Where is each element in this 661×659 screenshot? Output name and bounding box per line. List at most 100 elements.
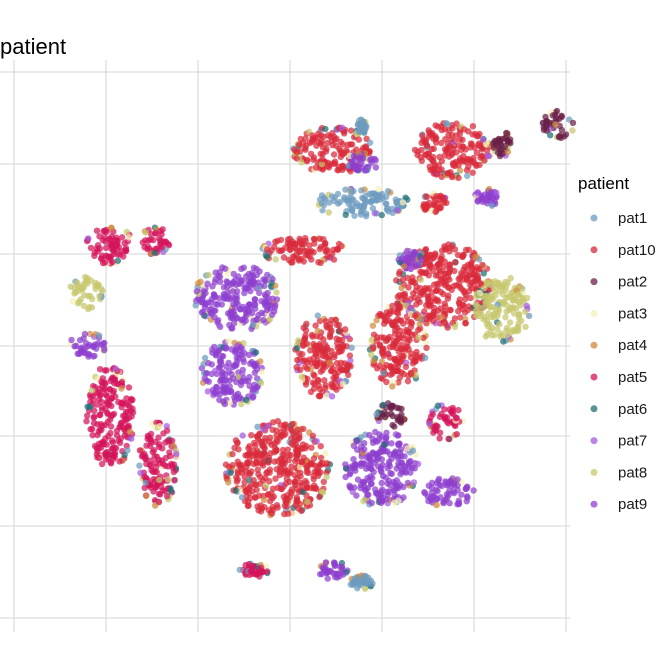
scatter-point: [113, 432, 121, 439]
scatter-point: [225, 368, 232, 375]
scatter-point: [433, 192, 440, 200]
scatter-point: [332, 573, 339, 581]
scatter-point: [405, 256, 412, 264]
scatter-point: [102, 391, 110, 399]
scatter-point: [481, 284, 488, 291]
scatter-point: [85, 235, 92, 242]
scatter-point: [153, 482, 160, 489]
scatter-point: [331, 560, 338, 567]
scatter-point: [342, 473, 349, 481]
scatter-point: [295, 257, 303, 264]
scatter-point: [407, 251, 414, 258]
cluster-6-pat2: [539, 107, 577, 141]
scatter-point: [350, 580, 358, 587]
scatter-point: [298, 445, 305, 452]
scatter-point: [504, 148, 512, 156]
scatter-point: [303, 484, 310, 492]
scatter-point: [316, 493, 323, 501]
scatter-point: [246, 457, 253, 464]
scatter-point: [110, 451, 117, 459]
scatter-point: [436, 153, 443, 161]
scatter-point: [376, 362, 383, 370]
scatter-point: [143, 460, 150, 468]
scatter-point: [317, 571, 324, 578]
scatter-point: [428, 289, 436, 296]
scatter-point: [445, 127, 453, 134]
scatter-point: [229, 280, 237, 287]
scatter-point: [411, 279, 419, 286]
scatter-point: [376, 491, 383, 498]
scatter-point: [107, 459, 114, 466]
scatter-point: [114, 238, 121, 245]
scatter-point: [246, 373, 253, 381]
scatter-point: [467, 281, 474, 289]
scatter-point: [407, 370, 415, 378]
scatter-point: [395, 348, 403, 355]
scatter-point: [336, 198, 343, 206]
scatter-point: [402, 363, 410, 370]
scatter-point: [322, 559, 330, 566]
scatter-point: [510, 304, 517, 311]
scatter-point: [243, 311, 250, 318]
scatter-point: [456, 130, 464, 137]
scatter-point: [383, 193, 390, 200]
scatter-point: [371, 155, 378, 163]
legend-label-pat9: pat9: [618, 496, 647, 513]
legend-item-pat8: pat8: [590, 464, 647, 481]
scatter-point: [398, 341, 405, 348]
scatter-point: [455, 308, 462, 315]
scatter-point: [226, 321, 233, 329]
scatter-point: [388, 470, 395, 478]
scatter-point: [369, 580, 376, 587]
scatter-point: [407, 265, 414, 272]
scatter-point: [241, 289, 248, 297]
scatter-point: [231, 444, 238, 452]
scatter-point: [248, 432, 255, 439]
scatter-point: [447, 306, 454, 314]
scatter-point: [448, 408, 455, 415]
legend-item-pat7: pat7: [590, 433, 647, 450]
scatter-point: [247, 282, 255, 289]
scatter-point: [417, 292, 424, 299]
legend-label-pat4: pat4: [618, 337, 647, 354]
scatter-point: [85, 353, 92, 360]
scatter-point: [284, 239, 291, 247]
legend-item-pat6: pat6: [590, 401, 647, 418]
scatter-point: [438, 313, 445, 321]
scatter-point: [81, 330, 89, 338]
scatter-point: [280, 254, 288, 261]
scatter-point: [488, 293, 495, 300]
scatter-point: [432, 208, 439, 216]
scatter-point: [307, 150, 315, 158]
scatter-point: [466, 287, 473, 295]
scatter-point: [116, 458, 123, 465]
scatter-point: [311, 343, 318, 350]
scatter-point: [489, 324, 496, 331]
scatter-point: [353, 438, 361, 445]
scatter-point: [422, 354, 429, 362]
scatter-point: [281, 502, 288, 509]
scatter-point: [362, 213, 370, 220]
scatter-point: [326, 352, 333, 359]
scatter-point: [212, 367, 219, 374]
scatter-point: [395, 379, 402, 386]
scatter-point: [150, 475, 157, 483]
cluster-21-pat9: [395, 247, 425, 272]
scatter-point: [370, 331, 378, 338]
scatter-point: [254, 423, 261, 430]
scatter-point: [163, 427, 171, 434]
scatter-point: [494, 149, 502, 156]
scatter-point: [326, 324, 334, 332]
scatter-point: [96, 411, 103, 419]
scatter-point: [81, 291, 88, 299]
scatter-point: [84, 412, 91, 419]
scatter-point: [401, 292, 409, 300]
scatter-point: [226, 399, 234, 406]
scatter-point: [93, 227, 101, 234]
scatter-point: [444, 324, 451, 331]
scatter-point: [410, 357, 418, 365]
scatter-point: [386, 354, 394, 361]
scatter-point: [437, 204, 444, 212]
scatter-point: [163, 493, 171, 500]
scatter-point: [267, 497, 274, 505]
